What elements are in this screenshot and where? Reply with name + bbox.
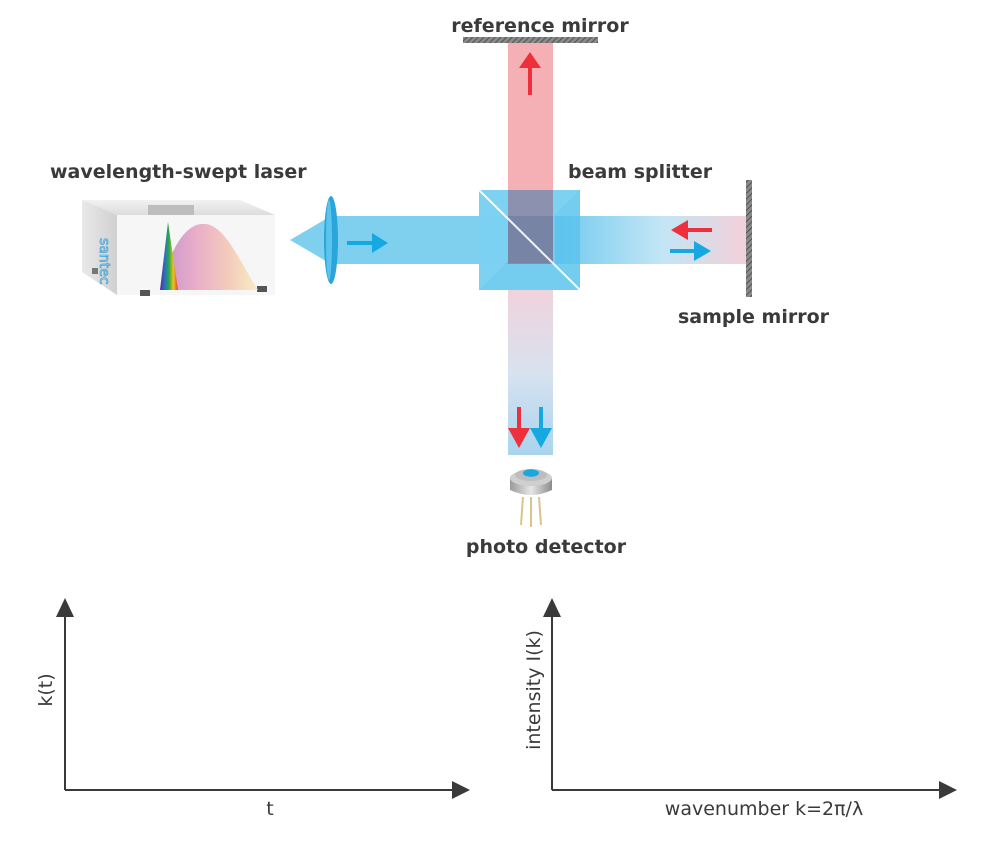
collimating-lens (324, 196, 338, 284)
input-right-arrow (347, 233, 388, 253)
sample-mirror-label: sample mirror (678, 306, 830, 328)
plot-left-ylabel: k(t) (35, 673, 57, 706)
photo-detector-device (510, 469, 552, 527)
sample-beam (555, 216, 748, 264)
input-beam (290, 216, 511, 264)
laser-brand-text: santec (96, 238, 112, 285)
reference-up-arrow (519, 52, 541, 95)
laser-device: santec (82, 200, 275, 296)
detector-red-arrow (508, 407, 530, 448)
sample-mirror (746, 180, 752, 297)
laser-label: wavelength-swept laser (50, 161, 307, 183)
reference-mirror-label: reference mirror (451, 15, 629, 37)
plot-right: wavenumber k=2π/λ intensity I(k) (523, 598, 957, 820)
detector-beam (508, 290, 553, 455)
reference-mirror (463, 37, 598, 43)
laser-spectrum-rainbow (160, 222, 178, 290)
photo-detector-label: photo detector (466, 536, 627, 558)
detector-blue-arrow (530, 407, 552, 448)
sample-forward-arrow (670, 241, 711, 261)
beam-splitter-label: beam splitter (568, 161, 713, 183)
plot-right-ylabel: intensity I(k) (523, 630, 545, 750)
beam-splitter-cube (478, 189, 581, 291)
plot-left-xlabel: t (266, 798, 273, 820)
plot-right-xlabel: wavenumber k=2π/λ (665, 798, 863, 820)
plot-left: t k(t) (35, 598, 470, 820)
sample-return-arrow (671, 220, 712, 240)
laser-spectrum-curve (160, 223, 258, 290)
